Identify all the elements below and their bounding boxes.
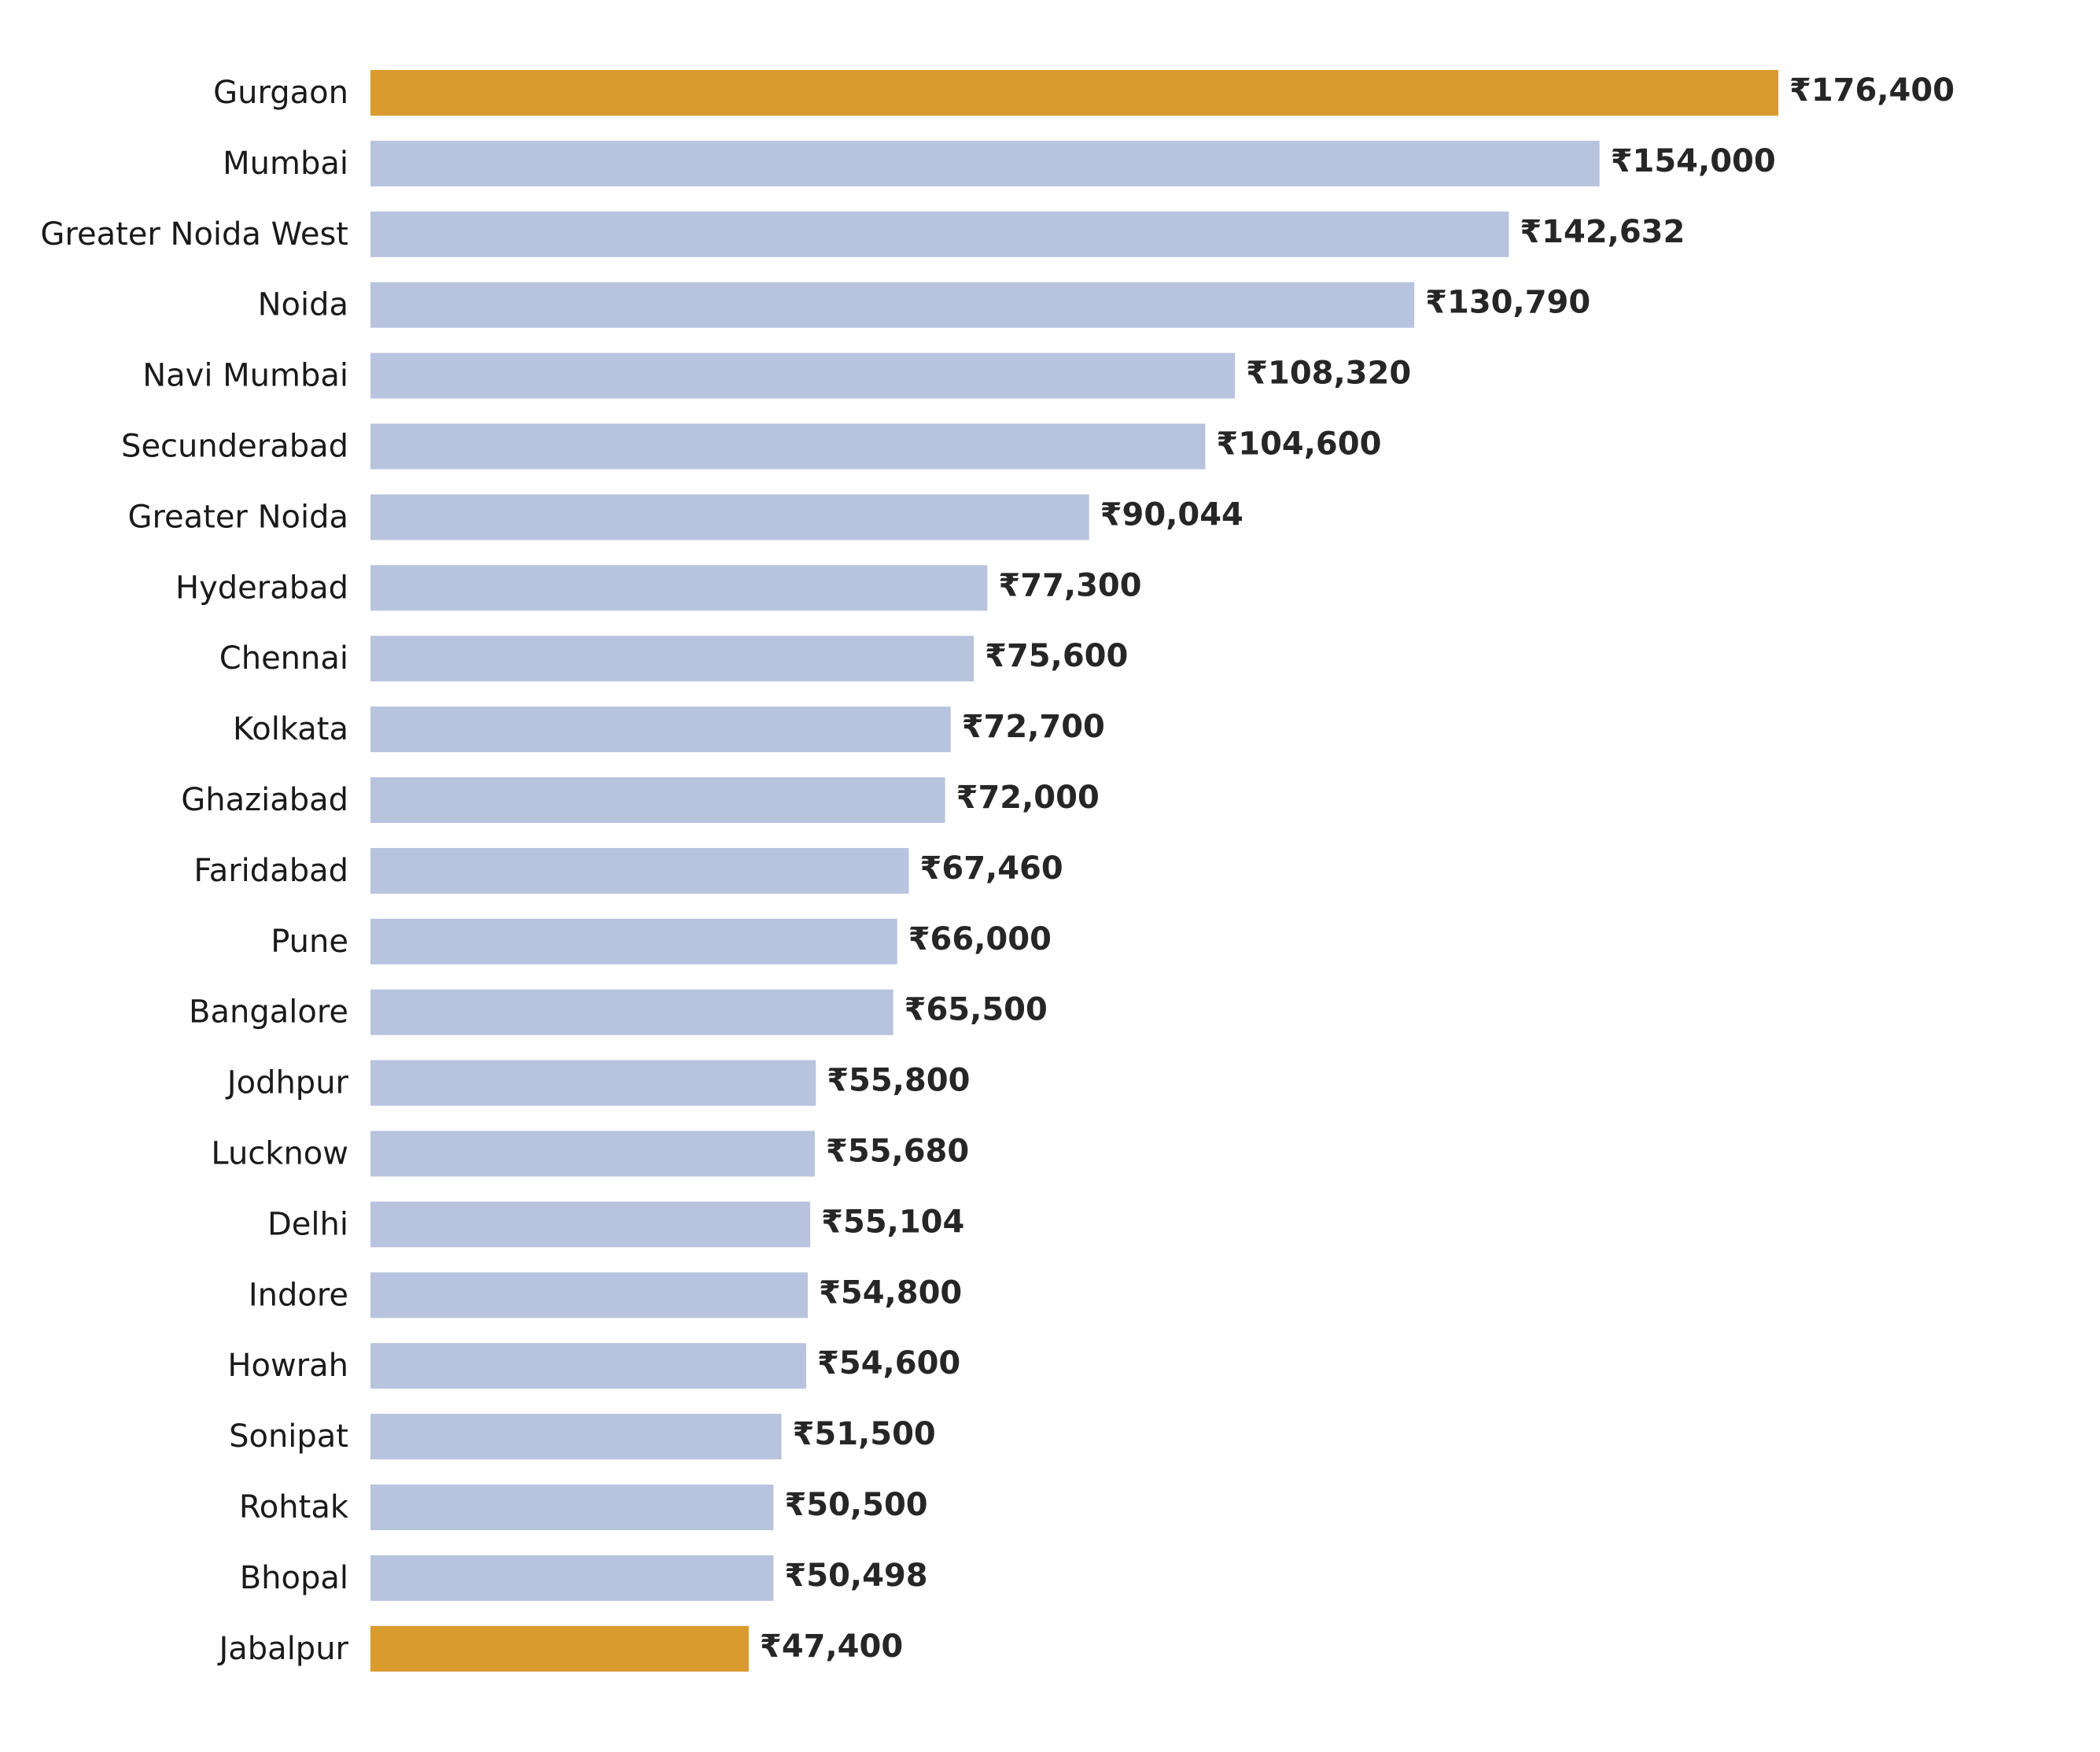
bar-gurgaon [370,70,1778,116]
value-label-gurgaon: ₹176,400 [1789,72,1954,109]
bar-howrah [370,1343,807,1389]
category-label-bangalore: Bangalore [189,994,348,1031]
bar-sonipat [370,1414,782,1460]
bar-kolkata [370,706,951,753]
bar-chennai [370,636,974,682]
category-label-mumbai: Mumbai [223,146,348,182]
bar-lucknow [370,1131,816,1177]
value-label-kolkata: ₹72,700 [962,709,1105,745]
value-label-lucknow: ₹55,680 [826,1134,969,1170]
bar-delhi [370,1201,811,1248]
category-label-chennai: Chennai [219,640,348,677]
category-label-secunderabad: Secunderabad [121,429,348,465]
value-labels-group: ₹176,400 ₹154,000 ₹142,632 ₹130,790 ₹108,320… [760,72,1954,1665]
category-label-gurgaon: Gurgaon [213,75,348,111]
bar-bhopal [370,1555,774,1601]
bar-secunderabad [370,423,1206,470]
category-label-navi-mumbai: Navi Mumbai [142,358,348,394]
value-label-mumbai: ₹154,000 [1611,143,1776,179]
bar-bangalore [370,989,893,1035]
value-label-noida: ₹130,790 [1425,285,1590,321]
value-label-faridabad: ₹67,460 [920,850,1063,887]
category-label-faridabad: Faridabad [193,853,348,889]
category-label-greater-noida: Greater Noida [127,499,348,535]
value-label-sonipat: ₹51,500 [793,1416,936,1452]
bar-faridabad [370,847,909,894]
category-label-jodhpur: Jodhpur [225,1065,349,1101]
bar-navi-mumbai [370,352,1236,399]
value-label-howrah: ₹54,600 [817,1345,960,1381]
category-label-pune: Pune [271,924,348,960]
value-label-delhi: ₹55,104 [821,1204,964,1240]
bar-ghaziabad [370,777,945,823]
bar-noida [370,282,1415,328]
category-label-jabalpur: Jabalpur [216,1631,348,1667]
category-labels-group: Gurgaon Mumbai Greater Noida West Noida Navi… [40,75,348,1667]
value-label-pune: ₹66,000 [908,921,1052,957]
category-label-delhi: Delhi [267,1206,348,1242]
category-label-sonipat: Sonipat [229,1418,348,1455]
bar-hyderabad [370,565,988,611]
bar-indore [370,1272,809,1319]
value-label-bhopal: ₹50,498 [784,1558,927,1594]
value-label-greater-noida: ₹90,044 [1100,496,1243,533]
category-label-bhopal: Bhopal [240,1560,348,1596]
category-label-noida: Noida [258,287,348,323]
value-label-indore: ₹54,800 [819,1274,962,1311]
value-label-jodhpur: ₹55,800 [827,1063,970,1099]
bar-greater-noida-west [370,211,1509,257]
value-label-rohtak: ₹50,500 [784,1487,927,1523]
value-label-chennai: ₹75,600 [985,638,1128,674]
value-label-navi-mumbai: ₹108,320 [1246,356,1411,392]
category-label-rohtak: Rohtak [239,1489,349,1525]
bar-jabalpur [370,1625,749,1672]
bar-mumbai [370,140,1600,186]
value-label-bangalore: ₹65,500 [904,992,1048,1028]
value-label-ghaziabad: ₹72,000 [956,780,1100,816]
category-label-howrah: Howrah [227,1348,348,1384]
category-label-kolkata: Kolkata [233,711,348,747]
bar-rohtak [370,1485,774,1530]
category-label-hyderabad: Hyderabad [175,570,348,606]
category-label-greater-noida-west: Greater Noida West [40,216,348,253]
category-label-lucknow: Lucknow [211,1136,348,1172]
value-label-greater-noida-west: ₹142,632 [1520,214,1685,250]
bar-jodhpur [370,1060,816,1106]
value-label-hyderabad: ₹77,300 [998,567,1141,603]
value-label-jabalpur: ₹47,400 [760,1628,903,1665]
bar-pune [370,918,897,965]
value-label-secunderabad: ₹104,600 [1216,426,1381,463]
bars-group [370,70,1778,1672]
bar-greater-noida [370,494,1089,540]
category-label-indore: Indore [249,1277,348,1313]
category-label-ghaziabad: Ghaziabad [181,782,348,818]
